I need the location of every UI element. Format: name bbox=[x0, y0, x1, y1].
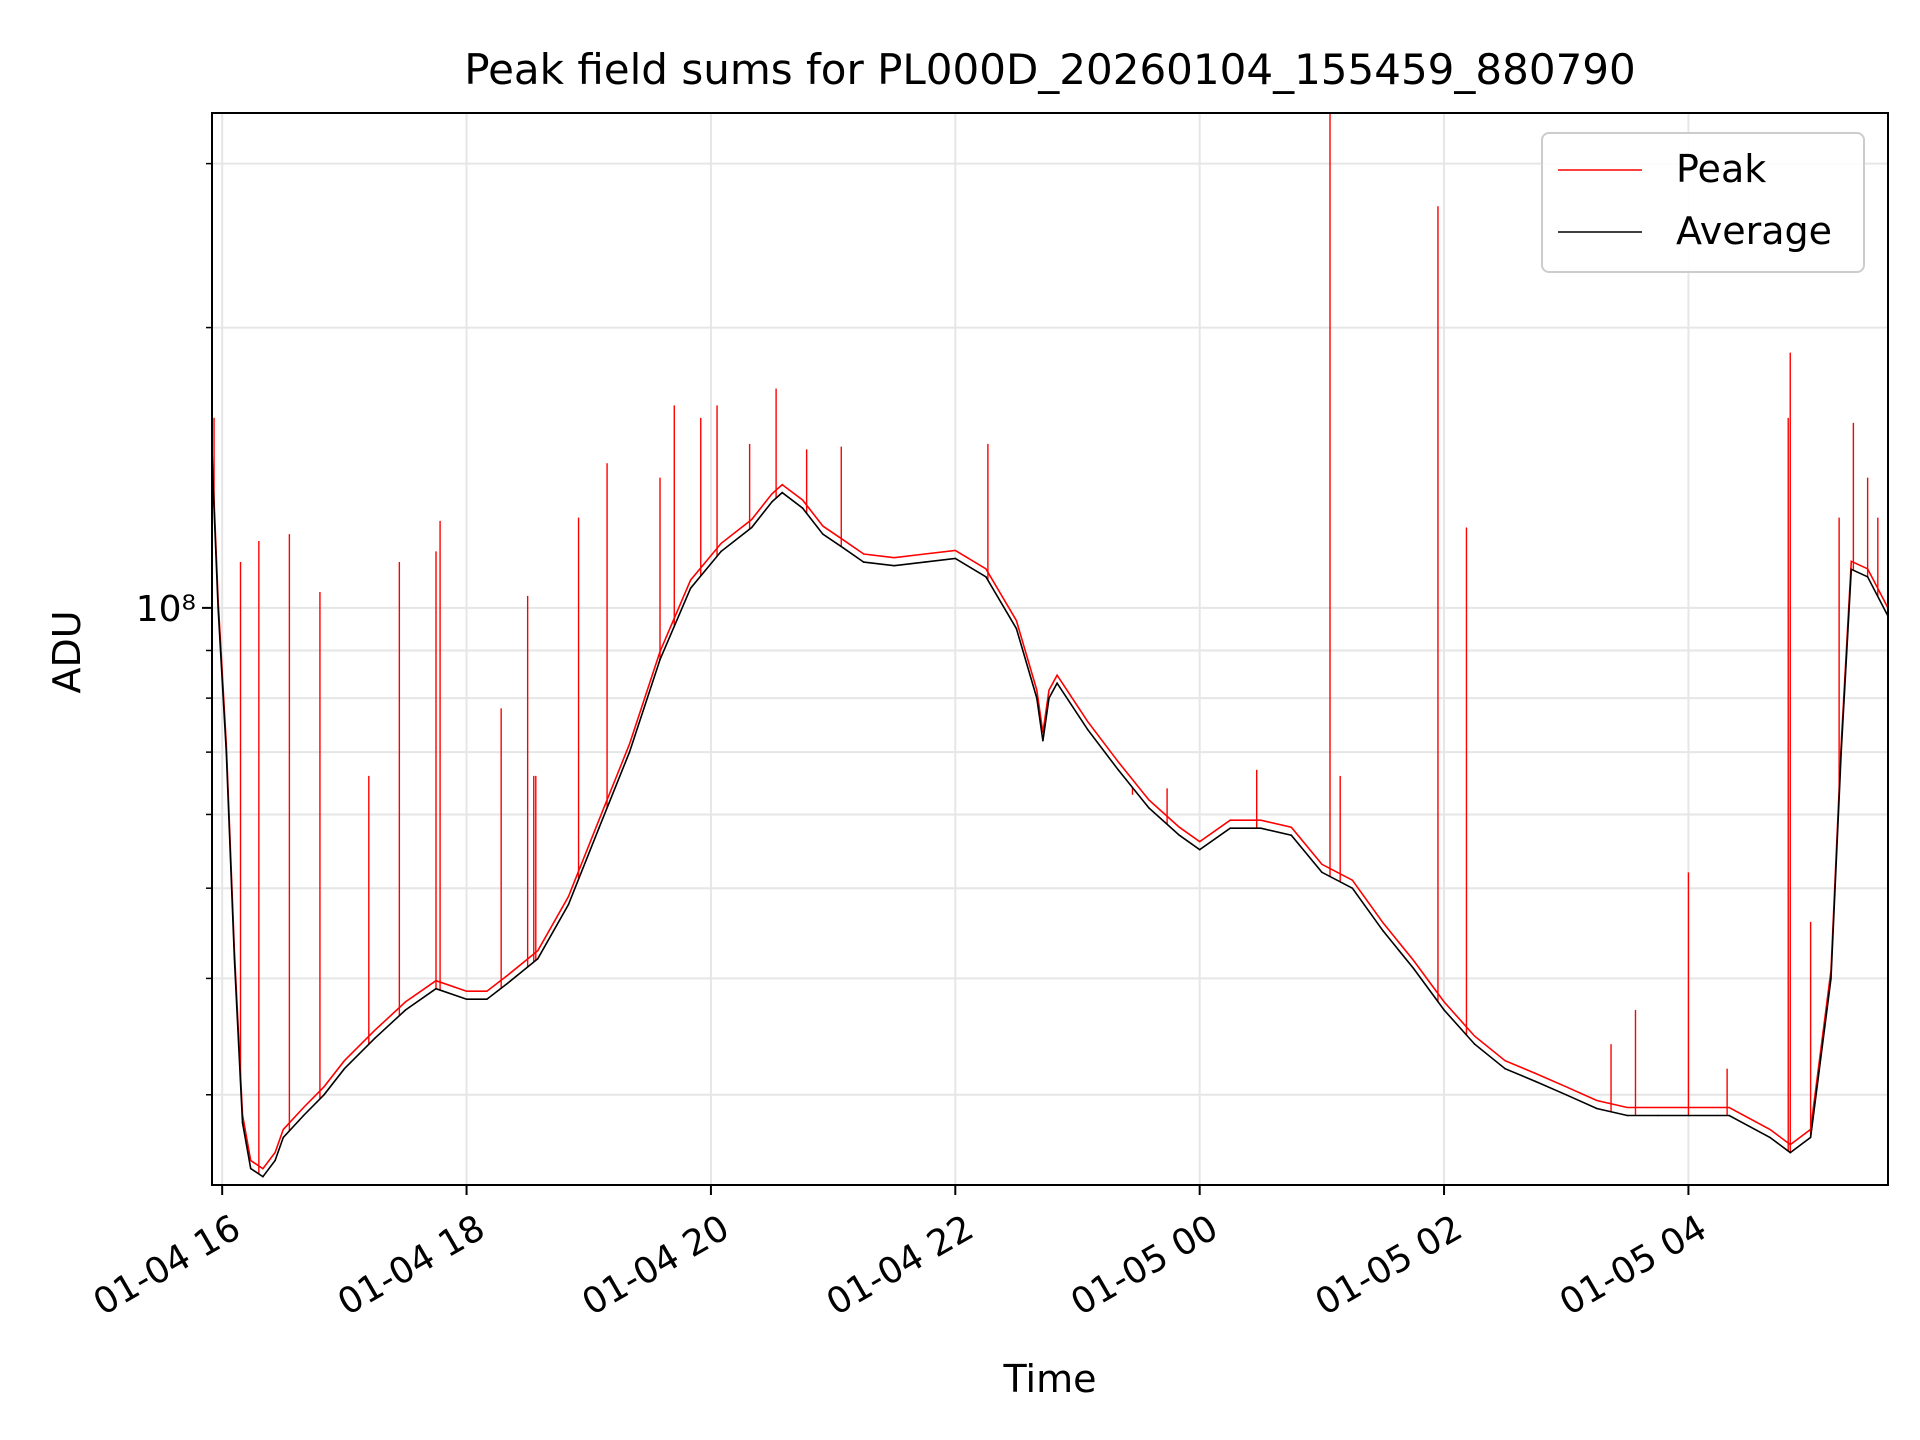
average-point bbox=[985, 576, 987, 578]
average-point bbox=[1728, 1114, 1730, 1117]
average-point bbox=[781, 491, 783, 494]
average-point bbox=[1351, 887, 1354, 889]
average-point bbox=[1830, 977, 1832, 980]
average-point bbox=[404, 1009, 407, 1011]
average-point bbox=[1086, 728, 1089, 731]
plot-series-area bbox=[212, 113, 1888, 1178]
average-point bbox=[842, 547, 845, 549]
average-point bbox=[1148, 807, 1150, 809]
average-point bbox=[1290, 834, 1293, 836]
average-point bbox=[628, 751, 631, 753]
average-point bbox=[1048, 697, 1050, 699]
y-axis: 10⁸ bbox=[136, 162, 212, 1096]
average-point bbox=[1850, 568, 1853, 571]
average-point bbox=[282, 1136, 285, 1139]
average-point bbox=[225, 751, 228, 753]
average-point bbox=[771, 501, 773, 503]
average-point bbox=[954, 557, 957, 560]
average-point bbox=[1178, 834, 1181, 836]
average-point bbox=[374, 1037, 376, 1039]
average-point bbox=[1229, 827, 1231, 829]
average-point bbox=[249, 1167, 252, 1170]
legend-box bbox=[1541, 132, 1865, 273]
average-point bbox=[659, 658, 661, 661]
legend-label-peak: Peak bbox=[1676, 147, 1766, 191]
average-point bbox=[1866, 576, 1869, 578]
average-point bbox=[343, 1067, 346, 1070]
chart-title: Peak field sums for PL000D_20260104_1554… bbox=[464, 45, 1635, 94]
average-point bbox=[1840, 751, 1842, 753]
y-axis-label: ADU bbox=[45, 610, 89, 693]
average-point bbox=[1117, 769, 1119, 771]
gridlines bbox=[212, 113, 1888, 1185]
average-point bbox=[486, 998, 488, 1000]
average-point bbox=[862, 561, 865, 563]
average-point bbox=[1056, 682, 1058, 684]
average-point bbox=[262, 1175, 264, 1178]
series-layer bbox=[212, 113, 1888, 1178]
average-point bbox=[323, 1094, 325, 1096]
average-point bbox=[893, 564, 895, 567]
average-point bbox=[1321, 871, 1323, 874]
average-point bbox=[1198, 848, 1201, 851]
plot-frame bbox=[211, 112, 1889, 1186]
peak-series-line bbox=[212, 449, 1888, 1170]
average-point bbox=[1626, 1114, 1629, 1117]
average-point bbox=[241, 1121, 244, 1124]
legend: Peak Average bbox=[1541, 132, 1865, 273]
y-tick-label: 10⁸ bbox=[136, 589, 196, 630]
average-point bbox=[1382, 930, 1384, 932]
average-point bbox=[537, 957, 539, 960]
average-point bbox=[598, 827, 600, 829]
average-point bbox=[1412, 967, 1415, 970]
average-point bbox=[1565, 1094, 1567, 1096]
average-point bbox=[1769, 1136, 1771, 1139]
average-point bbox=[1657, 1114, 1659, 1117]
average-point bbox=[1504, 1067, 1506, 1070]
average-point bbox=[1443, 1009, 1445, 1011]
average-point bbox=[506, 982, 509, 985]
average-point bbox=[302, 1114, 305, 1117]
average-point bbox=[274, 1159, 276, 1162]
average-point bbox=[567, 903, 570, 906]
average-point bbox=[1809, 1136, 1812, 1139]
average-point bbox=[801, 507, 804, 509]
x-axis-label: Time bbox=[1003, 1357, 1097, 1401]
average-point bbox=[1789, 1151, 1792, 1154]
average-point bbox=[1036, 697, 1038, 699]
average-point bbox=[1260, 827, 1262, 829]
average-point bbox=[822, 533, 824, 535]
average-point bbox=[689, 587, 692, 589]
average-point bbox=[1687, 1114, 1690, 1117]
average-point bbox=[1015, 627, 1018, 630]
average-point bbox=[924, 561, 926, 563]
average-point bbox=[720, 550, 722, 553]
average-point bbox=[1042, 739, 1044, 742]
legend-label-average: Average bbox=[1676, 209, 1832, 253]
average-point bbox=[465, 998, 468, 1000]
average-point bbox=[750, 526, 753, 529]
average-point bbox=[435, 987, 437, 990]
average-point bbox=[1473, 1043, 1476, 1045]
average-point bbox=[233, 957, 236, 960]
average-point bbox=[217, 607, 219, 609]
average-point bbox=[1596, 1107, 1598, 1110]
average-point bbox=[1534, 1080, 1537, 1083]
